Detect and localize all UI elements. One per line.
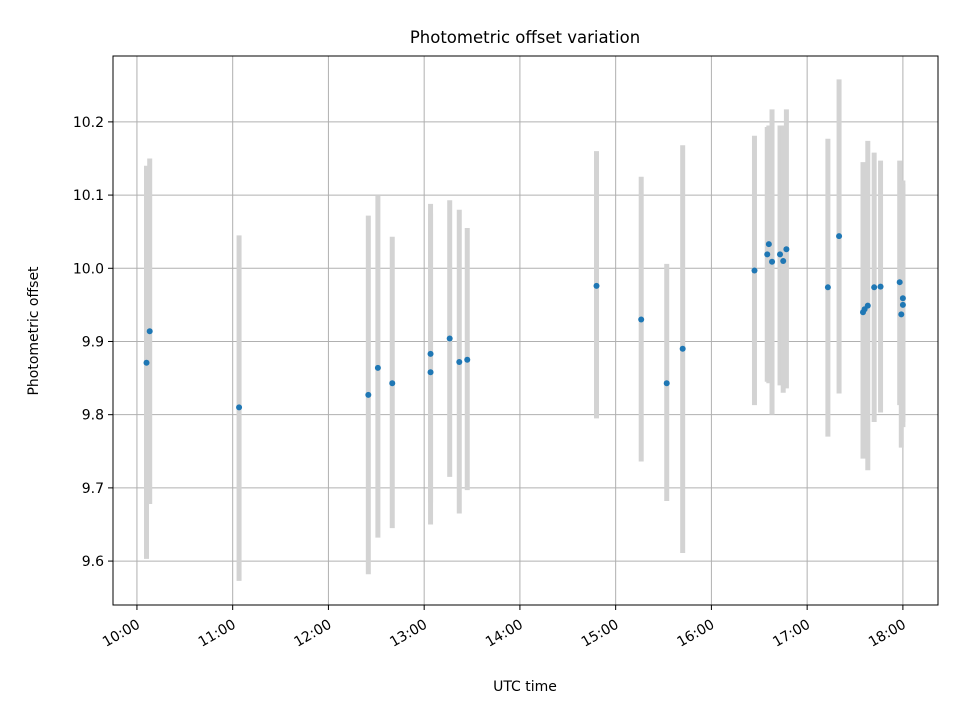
data-point [777, 251, 784, 258]
data-point [899, 301, 906, 308]
x-tick-label: 15:00 [579, 617, 622, 651]
data-point [593, 282, 600, 289]
data-point [456, 358, 463, 365]
data-point [765, 241, 772, 248]
y-axis-ticks: 9.6 9.7 9.8 9.9 10.0 10.1 10.2 [73, 115, 113, 570]
x-tick-label: 14:00 [483, 617, 526, 651]
point-layer [143, 233, 906, 411]
data-point [365, 391, 372, 398]
y-tick-label: 10.0 [73, 261, 104, 277]
data-point [663, 380, 670, 387]
y-tick-label: 10.2 [73, 115, 104, 131]
y-tick-label: 9.9 [82, 334, 104, 350]
data-point [751, 267, 758, 274]
data-point [446, 335, 453, 342]
data-point [836, 233, 843, 240]
data-point [896, 279, 903, 286]
x-tick-label: 18:00 [866, 617, 909, 651]
x-tick-label: 10:00 [100, 617, 143, 651]
data-point [871, 284, 878, 291]
x-tick-label: 17:00 [770, 617, 813, 651]
y-tick-label: 9.8 [82, 408, 104, 424]
x-tick-label: 13:00 [387, 617, 430, 651]
data-point [679, 345, 686, 352]
data-point [864, 302, 871, 309]
data-point [146, 328, 153, 335]
data-point [389, 380, 396, 387]
y-axis-label: Photometric offset [26, 266, 42, 396]
data-point [899, 295, 906, 302]
data-point [374, 364, 381, 371]
x-axis-label: UTC time [493, 679, 557, 695]
x-axis-ticks: 10:00 11:00 12:00 13:00 14:00 15:00 16:00 17:00… [100, 605, 909, 651]
plot-area-frame [112, 55, 939, 606]
data-point [464, 356, 471, 363]
errorbar-layer [144, 79, 906, 581]
x-tick-label: 12:00 [291, 617, 334, 651]
data-point [824, 284, 831, 291]
data-point [877, 283, 884, 290]
data-point [427, 350, 434, 357]
data-point [769, 258, 776, 265]
x-tick-label: 16:00 [674, 617, 717, 651]
y-tick-label: 9.6 [82, 554, 104, 570]
data-point [143, 359, 150, 366]
data-point [427, 369, 434, 376]
grid [113, 56, 938, 605]
data-point [780, 257, 787, 264]
data-point [638, 316, 645, 323]
y-tick-label: 9.7 [82, 481, 104, 497]
data-point [236, 404, 243, 411]
data-point [764, 251, 771, 258]
data-point [783, 246, 790, 253]
chart-title: Photometric offset variation [410, 28, 640, 47]
y-tick-label: 10.1 [73, 188, 104, 204]
x-tick-label: 11:00 [196, 617, 239, 651]
data-point [898, 311, 905, 318]
